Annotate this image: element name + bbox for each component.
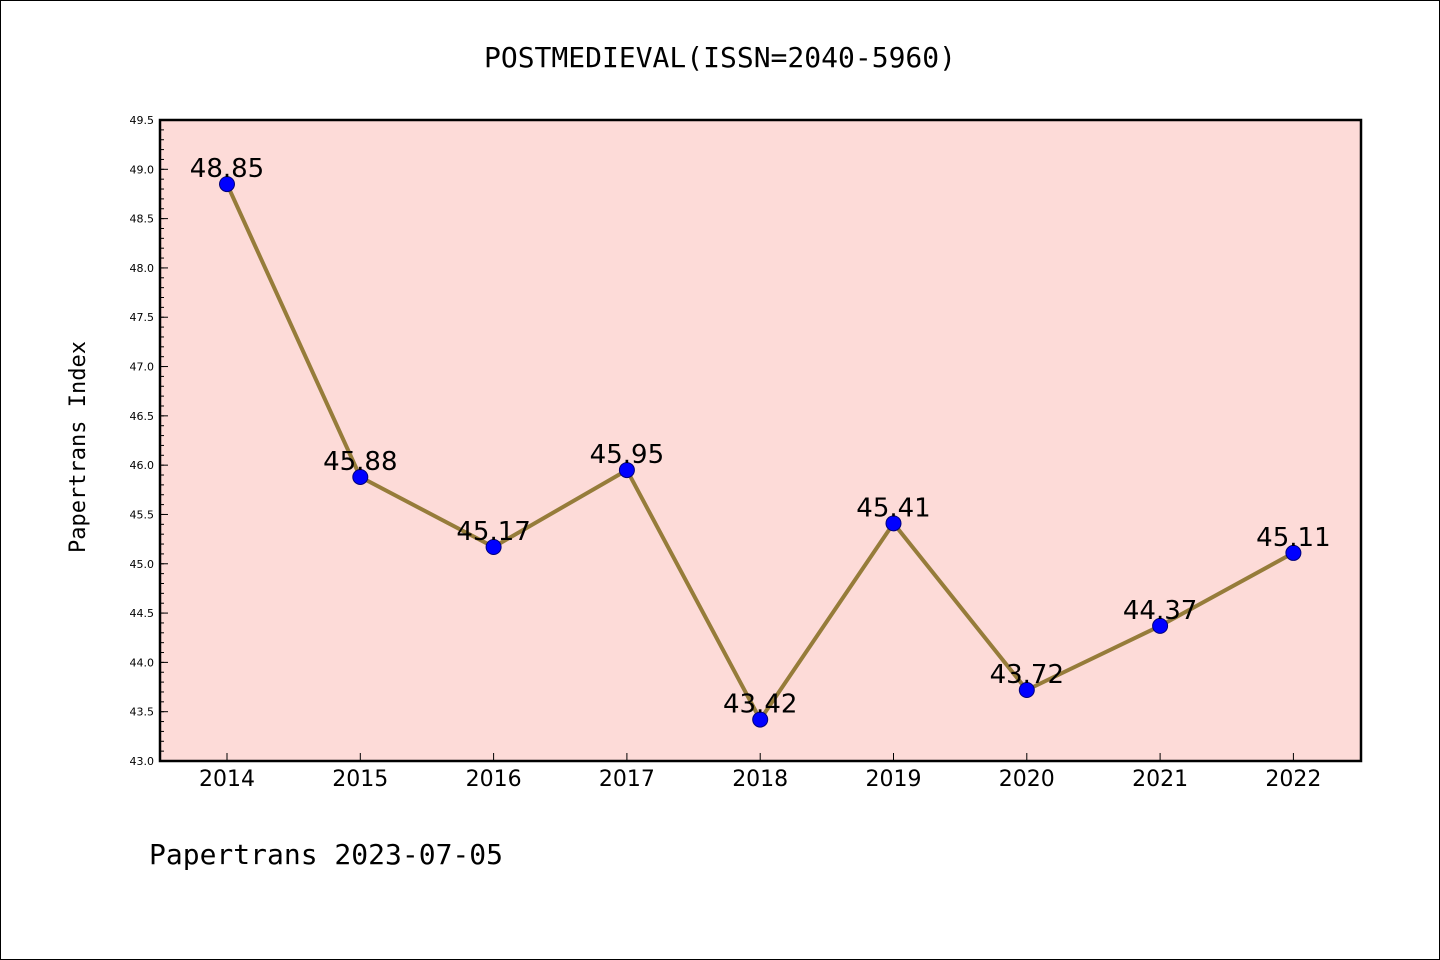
data-label: 48.85: [190, 154, 264, 184]
x-tick-label: 2019: [866, 767, 922, 792]
x-tick-label: 2016: [466, 767, 522, 792]
y-tick-label: 47.5: [130, 311, 155, 324]
y-axis-title: Papertrans Index: [66, 341, 91, 553]
data-label: 43.72: [990, 660, 1064, 690]
y-tick-label: 48.0: [130, 262, 155, 275]
y-tick-label: 45.0: [130, 558, 155, 571]
y-tick-label: 46.0: [130, 459, 155, 472]
y-tick-label: 49.0: [130, 163, 155, 176]
y-tick-label: 44.5: [130, 607, 155, 620]
x-tick-label: 2015: [332, 767, 388, 792]
plot-area: 43.0 43.5 44.0 44.5 45.0 45.5 46.0 46.5 47.0 47.5…: [130, 114, 1363, 792]
data-label: 45.11: [1256, 523, 1330, 553]
y-tick-label: 45.5: [130, 508, 155, 521]
data-label: 45.88: [323, 447, 397, 477]
y-tick-label: 48.5: [130, 213, 155, 226]
data-label: 45.17: [456, 517, 530, 547]
data-label: 45.95: [590, 440, 664, 470]
data-point-marker: [885, 515, 902, 532]
x-tick-label: 2014: [199, 767, 255, 792]
y-tick-label: 49.5: [130, 114, 155, 127]
y-tick-label: 43.0: [130, 755, 155, 768]
plot-background: [160, 120, 1361, 761]
x-tick-label: 2021: [1132, 767, 1188, 792]
data-point-marker: [219, 176, 235, 193]
plot-frame: [158, 118, 1363, 763]
y-tick-label: 43.5: [130, 706, 155, 719]
data-point-marker: [618, 462, 635, 479]
data-point-marker: [1018, 681, 1035, 698]
y-tick-label: 46.5: [130, 410, 155, 423]
data-point-marker: [352, 468, 369, 485]
x-tick-label: 2022: [1265, 767, 1321, 792]
data-label: 44.37: [1123, 596, 1197, 626]
data-label: 45.41: [856, 493, 930, 523]
x-tick-label: 2017: [599, 767, 655, 792]
chart-title: POSTMEDIEVAL(ISSN=2040-5960): [484, 41, 956, 74]
data-point-marker: [485, 539, 502, 556]
y-tick-label: 47.0: [130, 361, 155, 374]
x-tick-label: 2020: [999, 767, 1055, 792]
data-point-marker: [1285, 544, 1302, 561]
y-tick-label: 44.0: [130, 656, 155, 669]
data-point-marker: [752, 711, 769, 728]
x-tick-label: 2018: [732, 767, 788, 792]
data-point-marker: [1152, 617, 1169, 634]
footer-date-stamp: Papertrans 2023-07-05: [149, 838, 503, 871]
data-label: 43.42: [723, 690, 797, 720]
